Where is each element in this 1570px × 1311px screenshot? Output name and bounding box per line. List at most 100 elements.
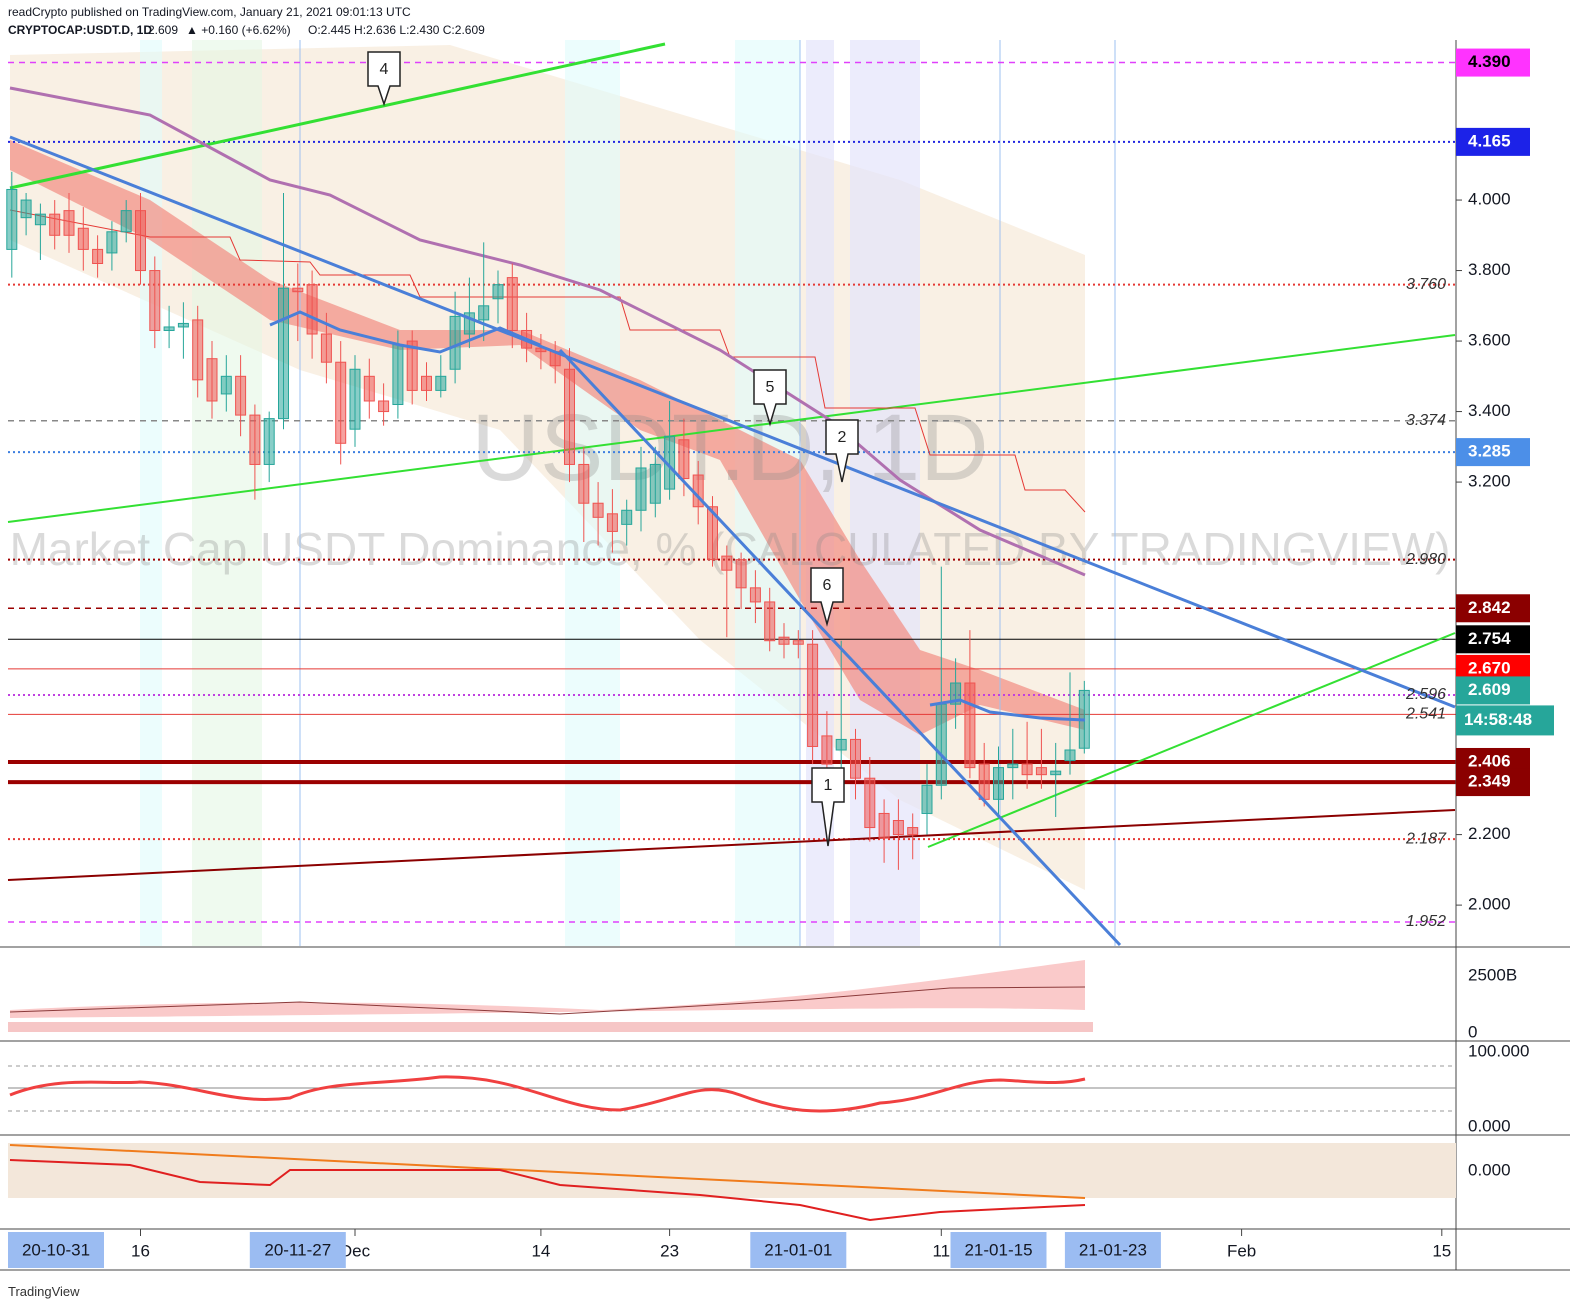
callout-box bbox=[367, 51, 401, 107]
price-tag bbox=[1456, 625, 1530, 654]
date-highlight-label: 21-01-15 bbox=[964, 1240, 1032, 1259]
price-tag bbox=[1456, 438, 1530, 467]
price-tag-label: 4.165 bbox=[1468, 131, 1511, 150]
date-highlight bbox=[750, 1232, 847, 1268]
date-highlight-label: 21-01-01 bbox=[764, 1240, 832, 1259]
watermark-symbol: USDT.D, 1D bbox=[471, 395, 988, 501]
candle-body bbox=[149, 270, 161, 331]
candle-body bbox=[978, 763, 990, 800]
candle-body bbox=[749, 587, 761, 603]
date-highlight bbox=[8, 1232, 104, 1268]
y-tick-label: 3.800 bbox=[1468, 260, 1511, 279]
date-highlight bbox=[249, 1232, 346, 1268]
osc-tick: 100.000 bbox=[1468, 1041, 1529, 1060]
candle-body bbox=[206, 358, 218, 402]
candle-body bbox=[306, 284, 318, 335]
candle-body bbox=[850, 738, 861, 779]
oscillator-pane bbox=[8, 1065, 1456, 1113]
trend-pane bbox=[8, 1143, 1456, 1222]
date-highlight bbox=[950, 1232, 1047, 1268]
candle-body bbox=[707, 506, 718, 561]
candle-body bbox=[878, 812, 890, 839]
pane-frames bbox=[0, 40, 1570, 1271]
callout-box bbox=[753, 369, 787, 427]
candle-body bbox=[649, 463, 661, 504]
candle-body bbox=[1035, 767, 1047, 776]
y-tick-label: 3.200 bbox=[1468, 472, 1511, 491]
candle-body bbox=[49, 213, 61, 236]
candle-body bbox=[249, 414, 261, 465]
ohlc: O:2.445 H:2.636 L:2.430 C:2.609 bbox=[308, 23, 485, 37]
date-highlight-label: 21-01-23 bbox=[1079, 1240, 1147, 1259]
candle-body bbox=[492, 284, 504, 300]
candle-body bbox=[1064, 749, 1076, 762]
y-tick-label: 3.400 bbox=[1468, 401, 1511, 420]
price-tag-label: 2.406 bbox=[1468, 751, 1511, 770]
volume-tick: 2500B bbox=[1468, 965, 1517, 984]
volume-pane bbox=[8, 960, 1093, 1032]
candle-body bbox=[564, 368, 575, 465]
candle-body bbox=[20, 199, 32, 219]
candle-body bbox=[835, 738, 847, 751]
date-highlight-label: 20-10-31 bbox=[22, 1240, 90, 1259]
candle-body bbox=[363, 375, 375, 402]
callout-label: 4 bbox=[380, 61, 389, 78]
callout-box bbox=[825, 419, 859, 483]
x-tick-label: Dec bbox=[340, 1241, 371, 1260]
candle-body bbox=[163, 326, 175, 331]
price-tag-label: 2.609 bbox=[1468, 680, 1511, 699]
candle-body bbox=[192, 319, 204, 381]
x-tick-label: 23 bbox=[660, 1241, 679, 1260]
y-tick-label: 4.000 bbox=[1468, 190, 1511, 209]
candle-body bbox=[392, 344, 404, 406]
candle-body bbox=[506, 277, 518, 331]
price-tag-label: 2.349 bbox=[1468, 772, 1511, 791]
price-line-label: 3.760 bbox=[1406, 276, 1446, 293]
y-tick-label: 2.200 bbox=[1468, 824, 1511, 843]
price-line-label: 2.596 bbox=[1405, 686, 1446, 703]
candle-body bbox=[1021, 763, 1033, 776]
candle-body bbox=[6, 188, 18, 250]
callout-label: 1 bbox=[824, 777, 833, 794]
candle-body bbox=[478, 305, 490, 321]
candle-body bbox=[764, 601, 776, 642]
callout-label: 5 bbox=[766, 379, 775, 396]
price-tag-label: 4.390 bbox=[1468, 52, 1511, 71]
candle-body bbox=[621, 509, 633, 525]
candle-body bbox=[864, 777, 876, 829]
candle-body bbox=[135, 210, 146, 272]
candle-body bbox=[778, 636, 790, 645]
publisher: readCrypto published on TradingView.com,… bbox=[8, 5, 411, 19]
callout-box bbox=[810, 567, 844, 627]
candle-body bbox=[106, 231, 118, 254]
candle-body bbox=[235, 375, 247, 416]
price-line-label: 2.541 bbox=[1405, 706, 1446, 723]
candle-body bbox=[950, 682, 962, 705]
callout-box bbox=[811, 767, 845, 847]
candle-body bbox=[278, 287, 289, 420]
price-tag bbox=[1456, 127, 1530, 156]
candle-body bbox=[592, 502, 604, 518]
x-tick-label: 11 bbox=[932, 1241, 950, 1260]
x-tick-label: Feb bbox=[1227, 1241, 1256, 1260]
price-line-label: 2.980 bbox=[1405, 551, 1446, 568]
candle-body bbox=[292, 287, 304, 293]
price-tag bbox=[1456, 768, 1530, 797]
candle-body bbox=[721, 555, 733, 571]
candle-body bbox=[807, 643, 819, 747]
candle-body bbox=[463, 312, 475, 335]
callout-label: 6 bbox=[823, 577, 832, 594]
candle-body bbox=[678, 439, 690, 480]
candle-body bbox=[177, 322, 189, 328]
volume-tick: 0 bbox=[1468, 1022, 1477, 1041]
price-tag bbox=[1456, 676, 1530, 705]
candle-body bbox=[892, 819, 904, 836]
candle-body bbox=[1007, 763, 1019, 769]
candle-body bbox=[120, 210, 132, 233]
candle-body bbox=[406, 340, 418, 391]
change: ▲ +0.160 (+6.62%) bbox=[186, 23, 291, 37]
y-tick-label: 2.000 bbox=[1468, 895, 1511, 914]
candle-body bbox=[220, 375, 232, 395]
price-tag-label: 2.754 bbox=[1468, 629, 1511, 648]
candle-body bbox=[735, 559, 747, 589]
